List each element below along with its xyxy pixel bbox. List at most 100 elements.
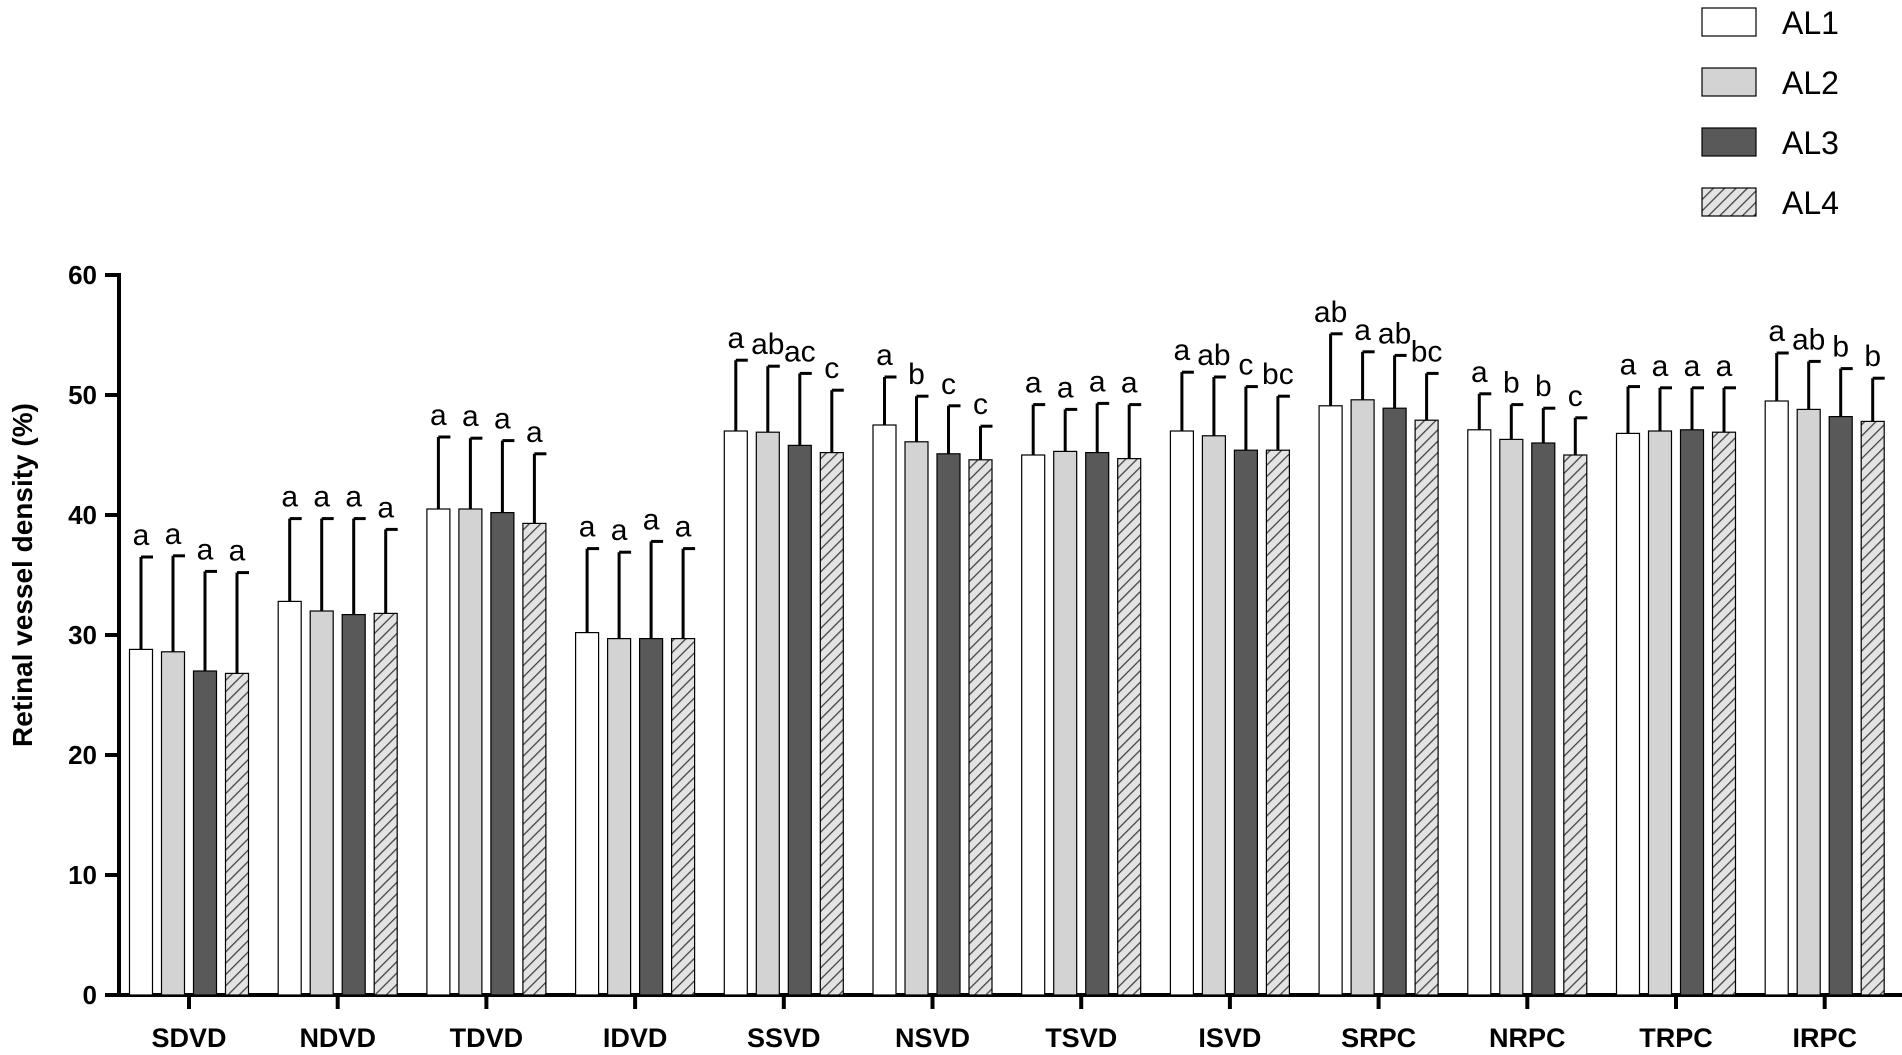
legend-label: AL4 — [1782, 185, 1839, 221]
bar-al4 — [819, 452, 844, 996]
bar-al1 — [1318, 405, 1343, 996]
bar-al3 — [936, 453, 961, 996]
significance-letter: a — [1057, 371, 1074, 404]
significance-letter: a — [462, 400, 479, 433]
bar-al2 — [1499, 438, 1524, 996]
x-tick-label: IRPC — [1792, 1023, 1857, 1053]
bar-al2 — [458, 508, 483, 996]
x-tick-label: TSVD — [1045, 1023, 1117, 1053]
significance-letter: a — [675, 511, 692, 544]
bar-al3 — [1531, 442, 1556, 996]
bar-al2 — [1647, 430, 1673, 996]
bar-al1 — [426, 508, 451, 996]
bar-al1 — [723, 430, 748, 996]
significance-letter: a — [727, 322, 744, 355]
x-tick-label: NDVD — [299, 1023, 376, 1053]
significance-letter: a — [1716, 350, 1733, 383]
significance-letter: a — [1354, 314, 1371, 347]
x-tick-label: TDVD — [450, 1023, 524, 1053]
legend-swatch — [1701, 187, 1757, 217]
significance-letter: c — [1568, 380, 1583, 413]
bar-al2 — [160, 651, 186, 996]
bar-al3 — [1679, 429, 1705, 996]
bar-al2 — [606, 637, 632, 996]
y-tick-label: 60 — [68, 260, 97, 290]
bar-al4 — [1563, 454, 1588, 996]
legend-swatch — [1701, 127, 1757, 157]
significance-letter: a — [526, 416, 543, 449]
legend-swatch — [1701, 67, 1757, 97]
bar-al4 — [1860, 420, 1885, 996]
significance-letter: b — [1535, 370, 1552, 403]
bar-al2 — [1053, 450, 1078, 996]
y-tick-label: 30 — [68, 620, 97, 650]
significance-letter: a — [229, 535, 246, 568]
bar-al4 — [670, 637, 696, 996]
x-tick-label: SSVD — [747, 1023, 821, 1053]
legend-label: AL3 — [1782, 125, 1839, 161]
bar-al1 — [1169, 430, 1195, 996]
legend-label: AL2 — [1782, 65, 1839, 101]
significance-letter: a — [430, 399, 447, 432]
significance-letter: ab — [1314, 296, 1347, 329]
bar-al3 — [1828, 416, 1853, 996]
significance-letter: a — [197, 533, 214, 566]
y-tick-label: 10 — [68, 860, 97, 890]
bar-al3 — [341, 613, 366, 996]
significance-letter: b — [1503, 367, 1520, 400]
significance-letter: b — [1864, 340, 1881, 373]
bar-al4 — [373, 612, 398, 996]
bar-al2 — [755, 431, 780, 996]
significance-letter: ab — [1378, 317, 1411, 350]
significance-letter: a — [281, 481, 298, 514]
x-tick-label: NSVD — [895, 1023, 970, 1053]
x-tick-label: NRPC — [1489, 1023, 1566, 1053]
bar-al3 — [638, 637, 664, 996]
y-axis-title: Retinal vessel density (%) — [7, 403, 38, 747]
chart-axes: 0 10 20 30 40 50 60 SDVD NDVD TDVD IDVD SSVD NSVD TSV… — [68, 260, 1902, 1053]
bar-al2 — [1350, 399, 1375, 996]
legend-swatch — [1701, 7, 1757, 37]
significance-letter: a — [876, 339, 893, 372]
significance-letter: a — [1089, 365, 1106, 398]
bar-al1 — [128, 648, 154, 996]
significance-letter: bc — [1411, 335, 1443, 368]
bar-al2 — [309, 610, 334, 996]
bar-al2 — [1796, 408, 1821, 996]
x-tick-label: ISVD — [1198, 1023, 1261, 1053]
significance-letter: c — [1238, 349, 1253, 382]
significance-letter: b — [908, 358, 925, 391]
x-tick-label: IDVD — [603, 1023, 668, 1053]
significance-letter: c — [824, 352, 839, 385]
bar-al1 — [1021, 454, 1046, 996]
significance-letter: a — [1684, 350, 1701, 383]
significance-letter: ac — [784, 335, 816, 368]
significance-letter: a — [611, 514, 628, 547]
bar-al4 — [1414, 419, 1439, 996]
y-tick-label: 50 — [68, 380, 97, 410]
significance-letter: ab — [1792, 323, 1825, 356]
bar-al1 — [574, 631, 600, 996]
significance-letter: a — [377, 491, 394, 524]
significance-letter: a — [1652, 350, 1669, 383]
bar-al3 — [1233, 449, 1259, 996]
bar-al4 — [1117, 458, 1142, 996]
significance-letter: a — [579, 511, 596, 544]
x-tick-label: SRPC — [1341, 1023, 1416, 1053]
significance-letter: a — [345, 481, 362, 514]
bar-al4 — [1711, 431, 1737, 996]
significance-letter: ab — [1197, 339, 1230, 372]
significance-letter: bc — [1262, 358, 1294, 391]
bar-al4 — [224, 672, 250, 996]
bar-al2 — [1201, 435, 1227, 996]
bar-al4 — [968, 459, 993, 996]
bar-al1 — [1615, 432, 1641, 996]
significance-letter: a — [133, 519, 150, 552]
bar-al3 — [1085, 452, 1110, 996]
significance-letter: b — [1832, 331, 1849, 364]
bar-al4 — [522, 522, 547, 996]
x-tick-label: SDVD — [151, 1023, 226, 1053]
bar-al2 — [904, 441, 929, 996]
